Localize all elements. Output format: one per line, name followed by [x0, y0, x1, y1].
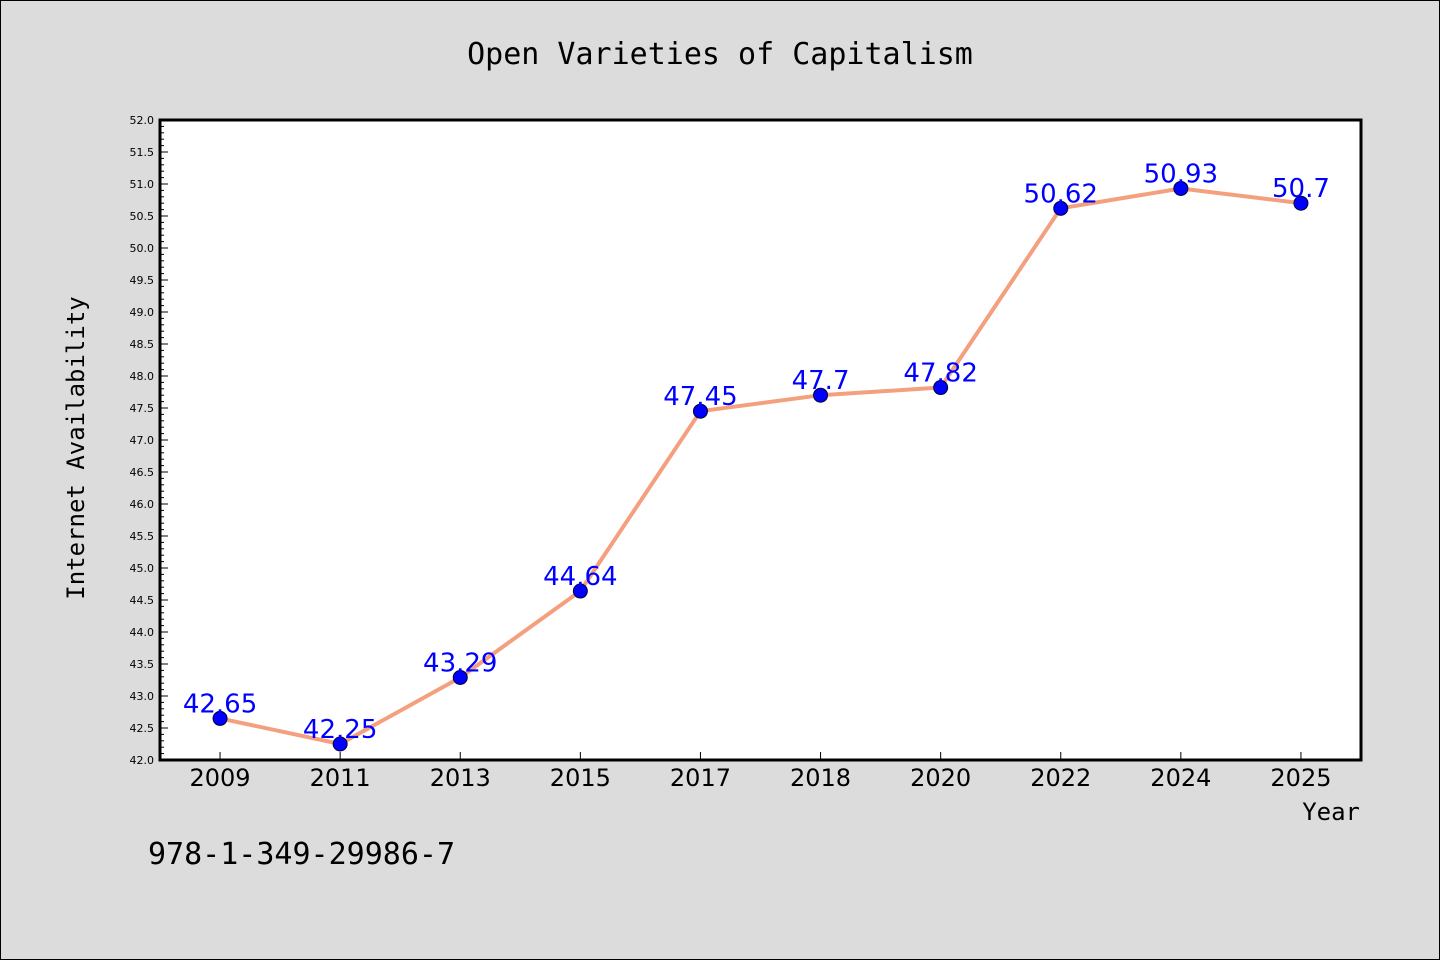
- chart-title: Open Varieties of Capitalism: [467, 37, 973, 72]
- data-point: [572, 583, 588, 599]
- y-tick-label: 47.5: [130, 402, 155, 415]
- data-point: [332, 736, 348, 752]
- y-tick-label: 44.0: [130, 626, 155, 639]
- y-tick-label: 48.5: [130, 338, 155, 351]
- x-tick-label: 2011: [310, 764, 371, 792]
- y-tick-label: 44.5: [130, 594, 155, 607]
- x-tick-label: 2009: [190, 764, 251, 792]
- y-tick-label: 48.0: [130, 370, 155, 383]
- data-label: 47.82: [903, 359, 977, 389]
- y-tick-label: 51.5: [130, 146, 155, 159]
- x-tick-label: 2020: [910, 764, 971, 792]
- x-tick-label: 2018: [790, 764, 851, 792]
- plot-frame: [158, 118, 1363, 762]
- x-tick-label: 2015: [550, 764, 611, 792]
- y-tick-label: 51.0: [130, 178, 155, 191]
- series-line: [219, 186, 1302, 746]
- x-axis-label: Year: [1302, 798, 1360, 826]
- data-point: [1053, 200, 1069, 216]
- y-tick-label: 45.5: [130, 530, 155, 543]
- y-tick-label: 42.5: [130, 722, 155, 735]
- data-label: 50.62: [1024, 179, 1098, 209]
- footer-isbn: 978-1-349-29986-7: [148, 837, 455, 872]
- y-tick-label: 49.0: [130, 306, 155, 319]
- data-point: [1173, 180, 1189, 196]
- y-tick-label: 46.0: [130, 498, 155, 511]
- data-label: 47.45: [663, 382, 737, 412]
- y-tick-label: 52.0: [130, 114, 155, 127]
- x-tick-label: 2022: [1030, 764, 1091, 792]
- data-labels: 42.65 42.25 43.29 44.64 47.45 47.7 47.82 50.62 5…: [183, 159, 1330, 745]
- data-point: [933, 380, 949, 396]
- x-tick-label: 2013: [430, 764, 491, 792]
- data-label: 43.29: [423, 648, 497, 678]
- plot-area: [160, 120, 1361, 760]
- data-point: [692, 403, 708, 419]
- data-point: [212, 710, 228, 726]
- data-label: 44.64: [543, 562, 617, 592]
- y-axis: 42.0 42.5 43.0 43.5 44.0 44.5 45.0 45.5 46.0 46.5…: [130, 114, 168, 767]
- series: [212, 180, 1309, 752]
- data-label: 47.7: [792, 366, 850, 396]
- y-tick-label: 43.0: [130, 690, 155, 703]
- x-axis: 2009 2011 2013 2015 2017 2018 2020 2022 2024 2025: [190, 752, 1331, 792]
- y-tick-label: 43.5: [130, 658, 155, 671]
- y-tick-label: 42.0: [130, 754, 155, 767]
- data-label: 42.65: [183, 689, 257, 719]
- data-label: 50.7: [1272, 174, 1330, 204]
- y-axis-label: Internet Availability: [62, 296, 90, 599]
- y-tick-label: 50.5: [130, 210, 155, 223]
- y-tick-label: 49.5: [130, 274, 155, 287]
- y-tick-label: 46.5: [130, 466, 155, 479]
- y-tick-label: 50.0: [130, 242, 155, 255]
- data-label: 50.93: [1144, 159, 1218, 189]
- data-point: [452, 669, 468, 685]
- y-tick-label: 45.0: [130, 562, 155, 575]
- x-tick-label: 2025: [1270, 764, 1331, 792]
- data-label: 42.25: [303, 715, 377, 745]
- data-point: [813, 387, 829, 403]
- x-tick-label: 2017: [670, 764, 731, 792]
- y-tick-label: 47.0: [130, 434, 155, 447]
- data-point: [1293, 195, 1309, 211]
- x-tick-label: 2024: [1150, 764, 1211, 792]
